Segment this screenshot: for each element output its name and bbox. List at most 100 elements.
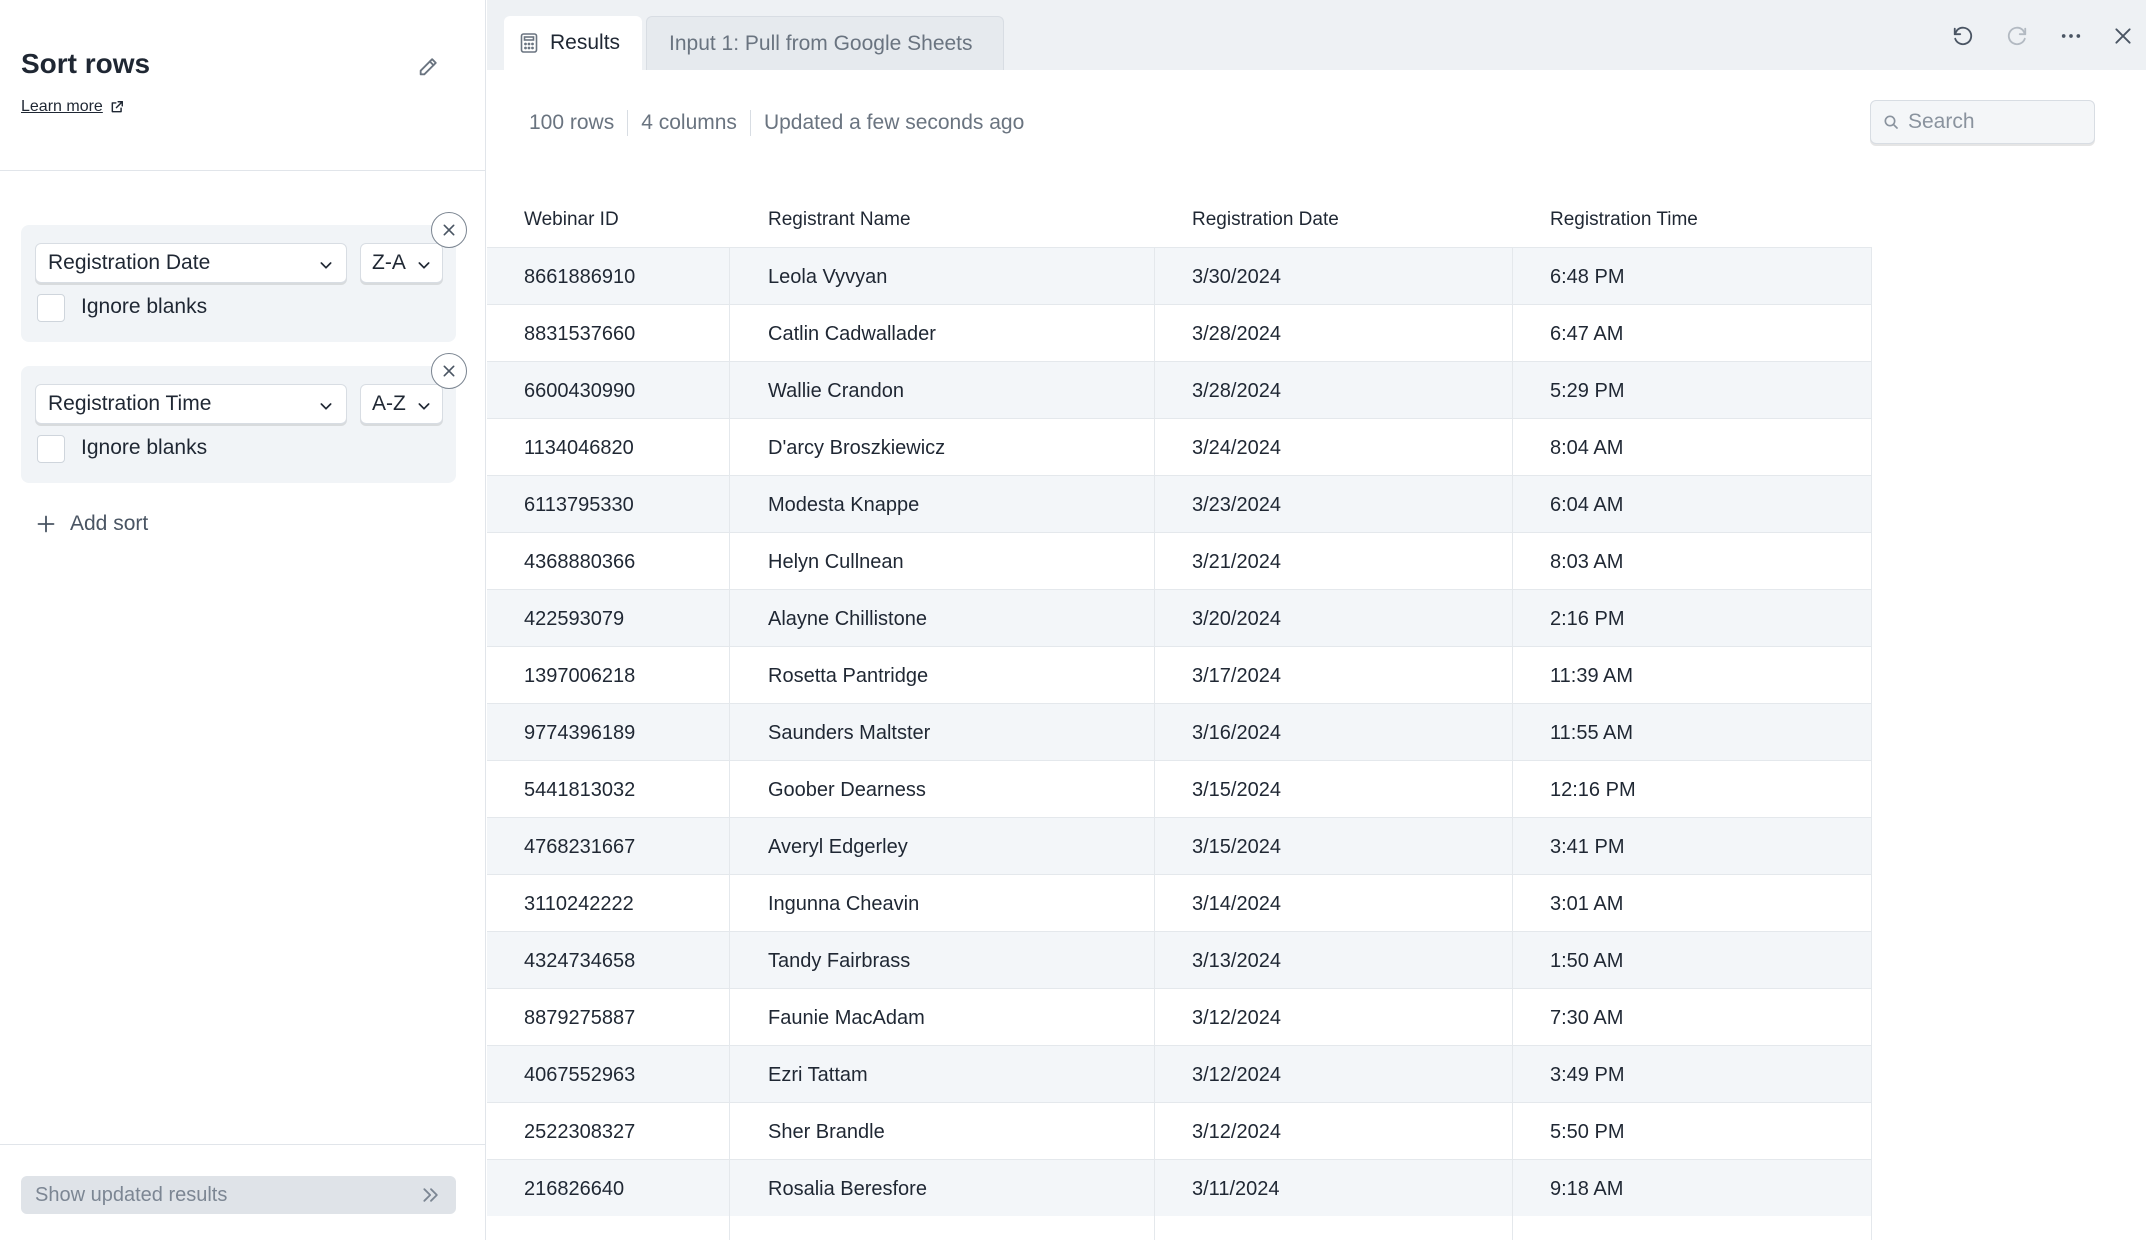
ignore-blanks-label: Ignore blanks xyxy=(81,295,208,318)
sort-order-value: Z-A xyxy=(372,251,406,274)
table-row[interactable]: 4067552963 Ezri Tattam 3/12/2024 3:49 PM xyxy=(487,1045,1871,1102)
sort-order-select[interactable]: Z-A xyxy=(360,243,443,283)
redo-icon xyxy=(2007,26,2027,46)
ignore-blanks-checkbox[interactable] xyxy=(37,294,65,322)
cell-webinar-id: 5441813032 xyxy=(524,779,636,801)
table-row[interactable]: 4324734658 Tandy Fairbrass 3/13/2024 1:50 A… xyxy=(487,931,1871,988)
divider xyxy=(0,1144,486,1145)
cell-registration-time: 3:49 PM xyxy=(1550,1064,1625,1086)
table-row[interactable]: 8879275887 Faunie MacAdam 3/12/2024 7:30 AM xyxy=(487,988,1871,1045)
cell-registrant-name: Leola Vyvyan xyxy=(768,266,888,288)
table-row[interactable]: 1134046820 D'arcy Broszkiewicz 3/24/2024 8:… xyxy=(487,418,1871,475)
table-row[interactable]: 3110242222 Ingunna Cheavin 3/14/2024 3:01 A… xyxy=(487,874,1871,931)
cell-registrant-name: Wallie Crandon xyxy=(768,380,904,402)
panel-title: Sort rows xyxy=(21,48,151,79)
external-link-icon xyxy=(111,101,123,113)
plus-icon xyxy=(37,515,55,533)
column-header-webinar-id[interactable]: Webinar ID xyxy=(524,209,619,230)
table-row[interactable]: 5441813032 Goober Dearness 3/15/2024 12:16 … xyxy=(487,760,1871,817)
tab-label: Results xyxy=(550,31,621,54)
sort-field-select[interactable]: Registration Time xyxy=(35,384,347,424)
table-row[interactable]: 9774396189 Saunders Maltster 3/16/2024 11:5… xyxy=(487,703,1871,760)
cell-webinar-id: 1397006218 xyxy=(524,665,636,687)
cell-webinar-id: 4768231667 xyxy=(524,836,636,858)
table-row[interactable]: 6113795330 Modesta Knappe 3/23/2024 6:04 AM xyxy=(487,475,1871,532)
close-icon xyxy=(2115,28,2131,44)
cell-registration-time: 6:04 AM xyxy=(1550,494,1624,516)
learn-more-label: Learn more xyxy=(21,98,103,115)
column-header-registrant-name[interactable]: Registrant Name xyxy=(768,209,911,230)
cell-webinar-id: 216826640 xyxy=(524,1178,625,1200)
more-options-button[interactable] xyxy=(2055,20,2087,52)
redo-button[interactable] xyxy=(2001,20,2033,52)
tab-results[interactable]: Results xyxy=(504,16,642,70)
cell-registration-time: 1:50 AM xyxy=(1550,950,1624,972)
cell-registration-time: 2:16 PM xyxy=(1550,608,1625,630)
row-count: 100 rows xyxy=(529,111,615,134)
cell-webinar-id: 6113795330 xyxy=(524,494,634,516)
sort-order-value: A-Z xyxy=(372,392,406,415)
cell-registrant-name: Saunders Maltster xyxy=(768,722,931,744)
more-icon xyxy=(2061,34,2081,38)
cell-registration-date: 3/15/2024 xyxy=(1192,779,1281,801)
tab-input-1[interactable]: Input 1: Pull from Google Sheets xyxy=(646,16,1004,70)
sort-config-panel: Sort rows Learn more Registration Date Z… xyxy=(0,0,486,1240)
table-row[interactable]: 4368880366 Helyn Cullnean 3/21/2024 8:03 AM xyxy=(487,532,1871,589)
table-row[interactable]: 6600430990 Wallie Crandon 3/28/2024 5:29 PM xyxy=(487,361,1871,418)
cell-registration-time: 6:48 PM xyxy=(1550,266,1625,288)
cell-registration-date: 3/12/2024 xyxy=(1192,1121,1281,1143)
search-box[interactable] xyxy=(1870,100,2095,144)
cell-registration-time: 6:47 AM xyxy=(1550,323,1624,345)
cell-registration-time: 3:01 AM xyxy=(1550,893,1624,915)
close-button[interactable] xyxy=(2107,20,2139,52)
cell-registration-date: 3/21/2024 xyxy=(1192,551,1281,573)
column-divider xyxy=(1871,247,1872,1240)
cell-registrant-name: Goober Dearness xyxy=(768,779,926,801)
column-divider xyxy=(1154,247,1155,1240)
cell-registrant-name: Sher Brandle xyxy=(768,1121,885,1143)
column-count: 4 columns xyxy=(641,111,737,134)
table-row[interactable]: 216826640 Rosalia Beresfore 3/11/2024 9:18 … xyxy=(487,1159,1871,1216)
table-row[interactable]: 8661886910 Leola Vyvyan 3/30/2024 6:48 PM xyxy=(487,247,1871,304)
ignore-blanks-checkbox[interactable] xyxy=(37,435,65,463)
cell-registrant-name: D'arcy Broszkiewicz xyxy=(768,437,946,459)
cell-registrant-name: Modesta Knappe xyxy=(768,494,920,516)
updated-status: Updated a few seconds ago xyxy=(763,111,1025,134)
divider xyxy=(749,110,751,136)
close-icon xyxy=(443,365,455,377)
table-row[interactable]: 1397006218 Rosetta Pantridge 3/17/2024 11:3… xyxy=(487,646,1871,703)
show-updated-results-button[interactable]: Show updated results xyxy=(21,1176,456,1214)
cell-registration-time: 7:30 AM xyxy=(1550,1007,1624,1029)
cell-registration-date: 3/28/2024 xyxy=(1192,323,1281,345)
tab-label: Input 1: Pull from Google Sheets xyxy=(669,31,973,55)
table-row[interactable]: 422593079 Alayne Chillistone 3/20/2024 2:16… xyxy=(487,589,1871,646)
table-row[interactable]: 4768231667 Averyl Edgerley 3/15/2024 3:41 P… xyxy=(487,817,1871,874)
search-input[interactable] xyxy=(1908,110,2078,134)
learn-more-link[interactable]: Learn more xyxy=(21,98,124,116)
edit-title-button[interactable] xyxy=(410,50,446,84)
add-sort-button[interactable]: Add sort xyxy=(36,512,148,536)
calculator-icon xyxy=(520,33,538,53)
table-row[interactable]: 8831537660 Catlin Cadwallader 3/28/2024 6:4… xyxy=(487,304,1871,361)
double-chevron-right-icon xyxy=(423,1188,438,1202)
cell-webinar-id: 422593079 xyxy=(524,608,625,630)
cell-registration-time: 11:55 AM xyxy=(1550,722,1634,744)
chevron-down-icon xyxy=(418,262,430,269)
cell-registration-time: 8:03 AM xyxy=(1550,551,1624,573)
table-row[interactable]: 2522308327 Sher Brandle 3/12/2024 5:50 PM xyxy=(487,1102,1871,1159)
column-header-registration-date[interactable]: Registration Date xyxy=(1192,209,1339,230)
cell-registrant-name: Alayne Chillistone xyxy=(768,608,927,630)
chevron-down-icon xyxy=(320,403,332,410)
show-updated-results-label: Show updated results xyxy=(35,1183,228,1206)
cell-registration-date: 3/11/2024 xyxy=(1192,1178,1280,1200)
cell-registrant-name: Ezri Tattam xyxy=(768,1064,868,1086)
sort-field-select[interactable]: Registration Date xyxy=(35,243,347,283)
column-header-registration-time[interactable]: Registration Time xyxy=(1550,209,1698,230)
cell-registration-date: 3/24/2024 xyxy=(1192,437,1281,459)
sort-order-select[interactable]: A-Z xyxy=(360,384,443,424)
table-body: 8661886910 Leola Vyvyan 3/30/2024 6:48 PM 88… xyxy=(487,247,1871,1216)
undo-button[interactable] xyxy=(1947,20,1979,52)
remove-sort-button[interactable] xyxy=(431,353,467,389)
cell-registrant-name: Tandy Fairbrass xyxy=(768,950,911,972)
remove-sort-button[interactable] xyxy=(431,212,467,248)
